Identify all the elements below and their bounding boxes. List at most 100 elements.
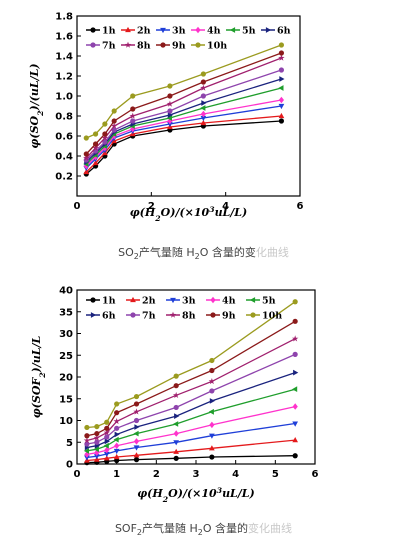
so2-point-7h bbox=[167, 108, 173, 114]
so2-point-3h bbox=[278, 103, 285, 110]
so2-point-9h bbox=[102, 131, 108, 137]
sof2-point-9h bbox=[114, 410, 120, 416]
sof2-point-3h bbox=[84, 455, 90, 461]
sof2-legend-label-6h: 6h bbox=[102, 311, 116, 322]
sof2-point-3h bbox=[103, 451, 110, 458]
so2-legend-label-6h: 6h bbox=[277, 26, 291, 37]
so2-point-9h bbox=[111, 118, 117, 124]
sof2-point-6h bbox=[174, 413, 180, 419]
sof2-point-2h bbox=[173, 448, 179, 454]
sof2-point-7h bbox=[133, 417, 140, 424]
sof2-point-9h bbox=[209, 367, 215, 374]
sof2-point-1h bbox=[173, 455, 179, 461]
so2-point-6h bbox=[167, 112, 173, 118]
sof2-point-9h bbox=[84, 433, 90, 439]
sof2-ytick-label: 40 bbox=[59, 286, 73, 297]
so2-point-5h bbox=[200, 105, 206, 111]
sof2-point-10h bbox=[292, 299, 298, 305]
sof2-point-8h bbox=[173, 391, 180, 398]
sof2-legend-marker-6h bbox=[90, 312, 97, 318]
sof2-x-axis-label: φ(H2O)/(×103uL/L) bbox=[137, 486, 255, 504]
so2-point-9h bbox=[200, 79, 206, 85]
so2-point-8h bbox=[129, 112, 136, 119]
sof2-legend-label-1h: 1h bbox=[102, 296, 116, 307]
so2-legend-label-8h: 8h bbox=[137, 41, 151, 52]
sof2-point-2h bbox=[103, 455, 110, 461]
so2-point-10h bbox=[200, 71, 206, 77]
so2-point-8h bbox=[278, 54, 285, 61]
sof2-legend-marker-1h bbox=[90, 297, 96, 303]
so2-ytick-label: 1.4 bbox=[55, 52, 73, 63]
so2-legend-label-4h: 4h bbox=[207, 26, 221, 37]
so2-ytick-label: 1.6 bbox=[55, 32, 73, 43]
so2-point-2h bbox=[278, 112, 285, 119]
so2-legend-marker-2h bbox=[125, 26, 131, 33]
so2-point-7h bbox=[102, 139, 108, 145]
sof2-point-4h bbox=[173, 430, 179, 437]
so2-ytick-label: 0.6 bbox=[55, 132, 73, 143]
so2-point-3h bbox=[200, 115, 207, 122]
sof2-point-10h bbox=[114, 401, 120, 407]
so2-y-axis-label: φ(SO2)/(uL/L) bbox=[28, 63, 45, 148]
sof2-point-6h bbox=[293, 369, 299, 376]
sof2-point-10h bbox=[133, 393, 140, 400]
sof2-ytick-label: 15 bbox=[59, 394, 73, 405]
so2-point-5h bbox=[278, 85, 284, 91]
sof2-caption: SOF2产气量随 H2O 含量的变化曲线 bbox=[114, 522, 293, 538]
sof2-point-2h bbox=[133, 452, 140, 458]
sof2-point-1h bbox=[114, 457, 120, 464]
sof2-point-7h bbox=[104, 434, 110, 440]
so2-point-7h bbox=[130, 118, 136, 124]
sof2-xtick-label: 0 bbox=[74, 469, 81, 480]
so2-point-10h bbox=[167, 83, 173, 89]
sof2-point-1h bbox=[292, 453, 298, 459]
sof2-point-3h bbox=[173, 440, 179, 446]
so2-point-8h bbox=[200, 84, 207, 91]
sof2-point-4h bbox=[104, 446, 110, 454]
sof2-point-2h bbox=[113, 453, 120, 460]
so2-point-2h bbox=[83, 168, 90, 175]
so2-point-1h bbox=[278, 118, 285, 124]
sof2-point-6h bbox=[114, 431, 120, 438]
so2-point-2h bbox=[92, 159, 99, 166]
sof2-point-10h bbox=[94, 423, 100, 430]
sof2-point-8h bbox=[208, 378, 216, 385]
so2-point-5h bbox=[166, 115, 172, 121]
sof2-point-1h bbox=[209, 454, 215, 460]
sof2-xtick-label: 1 bbox=[113, 469, 120, 480]
sof2-legend-marker-9h bbox=[210, 312, 216, 318]
sof2-legend-marker-7h bbox=[130, 312, 136, 318]
so2-series-line-10h bbox=[86, 44, 282, 139]
so2-x-axis-label: φ(H2O)/(×103uL/L) bbox=[130, 205, 248, 223]
so2-legend-marker-10h bbox=[195, 42, 201, 48]
so2-point-8h bbox=[92, 144, 99, 151]
sof2-legend-label-10h: 10h bbox=[262, 311, 282, 322]
so2-series-line-8h bbox=[85, 57, 282, 159]
sof2-point-6h bbox=[134, 424, 140, 430]
sof2-point-4h bbox=[209, 421, 215, 429]
sof2-point-5h bbox=[292, 386, 298, 392]
so2-point-7h bbox=[278, 67, 285, 73]
sof2-point-4h bbox=[292, 403, 298, 410]
so2-ytick-label: 0.8 bbox=[55, 112, 73, 123]
sof2-point-9h bbox=[173, 383, 179, 389]
sof2-legend-marker-4h bbox=[210, 296, 216, 304]
sof2-legend-label-9h: 9h bbox=[222, 311, 236, 322]
sof2-legend-marker-5h bbox=[249, 297, 256, 303]
so2-ytick-label: 0.2 bbox=[55, 172, 73, 183]
sof2-y-axis-label: φ(SOF2)/uL/L bbox=[30, 335, 47, 418]
sof2-point-8h bbox=[93, 434, 100, 441]
so2-plot-frame bbox=[76, 15, 301, 197]
sof2-point-8h bbox=[292, 335, 299, 342]
sof2-point-5h bbox=[133, 430, 139, 437]
sof2-point-10h bbox=[209, 357, 215, 364]
so2-legend-label-5h: 5h bbox=[242, 26, 256, 37]
so2-legend-label-1h: 1h bbox=[102, 26, 116, 37]
so2-legend-label-7h: 7h bbox=[102, 41, 116, 52]
so2-xtick-label: 6 bbox=[297, 201, 304, 212]
sof2-point-4h bbox=[94, 449, 100, 456]
so2-legend-marker-5h bbox=[229, 27, 236, 33]
so2-caption: SO2产气量随 H2O 含量的变化曲线 bbox=[118, 246, 289, 262]
sof2-ytick-label: 5 bbox=[66, 438, 73, 449]
